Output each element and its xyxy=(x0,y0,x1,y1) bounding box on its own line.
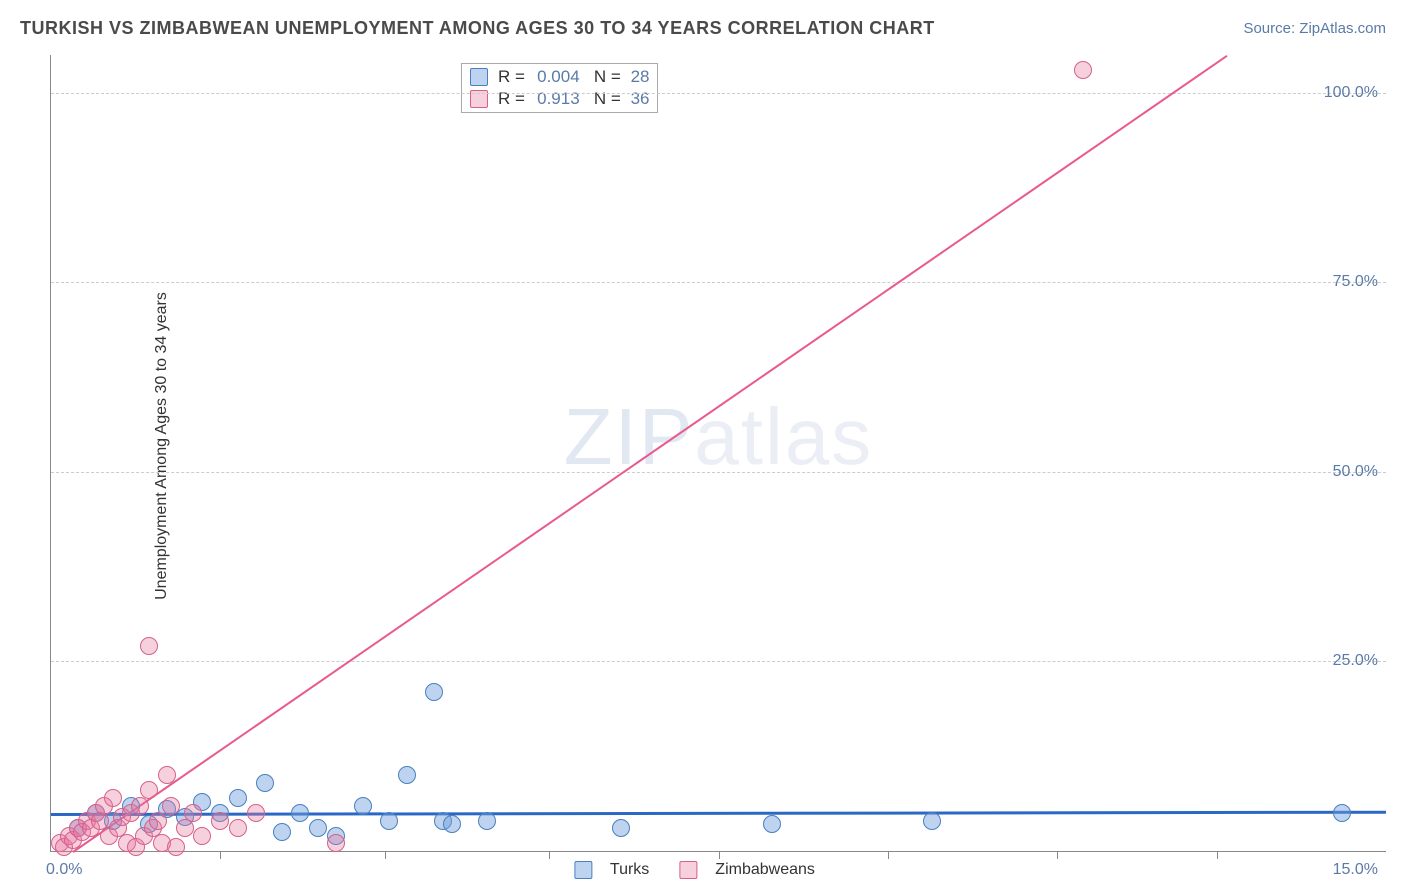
turks-point xyxy=(273,823,291,841)
legend-item-zimbabweans: Zimbabweans xyxy=(679,861,815,879)
x-axis-min-label: 0.0% xyxy=(46,861,82,879)
grid-line xyxy=(51,661,1386,662)
grid-line xyxy=(51,472,1386,473)
x-tick-mark xyxy=(719,851,720,859)
legend-label: Zimbabweans xyxy=(715,861,815,879)
zimbabweans-point xyxy=(167,838,185,856)
source-label: Source: ZipAtlas.com xyxy=(1243,20,1386,37)
x-tick-mark xyxy=(1057,851,1058,859)
zimbabweans-point xyxy=(140,781,158,799)
zimbabweans-point xyxy=(184,804,202,822)
zimbabweans-regression-line xyxy=(72,55,1227,853)
grid-line xyxy=(51,93,1386,94)
y-tick-label: 75.0% xyxy=(1333,273,1378,291)
x-tick-mark xyxy=(385,851,386,859)
zimbabweans-point xyxy=(104,789,122,807)
x-tick-mark xyxy=(549,851,550,859)
chart-title: TURKISH VS ZIMBABWEAN UNEMPLOYMENT AMONG… xyxy=(20,18,935,39)
x-tick-mark xyxy=(1217,851,1218,859)
zimbabweans-point xyxy=(158,766,176,784)
turks-point xyxy=(229,789,247,807)
turks-point xyxy=(398,766,416,784)
turks-point xyxy=(1333,804,1351,822)
legend-label: Turks xyxy=(610,861,649,879)
stats-row-turks: R = 0.004 N = 28 xyxy=(462,66,657,88)
y-tick-label: 25.0% xyxy=(1333,652,1378,670)
zimbabweans-point xyxy=(149,812,167,830)
turks-point xyxy=(380,812,398,830)
zimbabweans-swatch-icon xyxy=(679,861,697,879)
turks-swatch-icon xyxy=(470,68,488,86)
y-tick-label: 100.0% xyxy=(1324,84,1378,102)
zimbabweans-point xyxy=(211,812,229,830)
x-tick-mark xyxy=(888,851,889,859)
turks-point xyxy=(425,683,443,701)
turks-point xyxy=(291,804,309,822)
stats-row-zimbabweans: R = 0.913 N = 36 xyxy=(462,88,657,110)
grid-line xyxy=(51,282,1386,283)
turks-point xyxy=(443,815,461,833)
x-axis-max-label: 15.0% xyxy=(1333,861,1378,879)
bottom-legend: Turks Zimbabweans xyxy=(574,861,815,879)
chart-header: TURKISH VS ZIMBABWEAN UNEMPLOYMENT AMONG… xyxy=(20,18,1386,39)
turks-point xyxy=(612,819,630,837)
zimbabweans-point xyxy=(193,827,211,845)
stats-legend-box: R = 0.004 N = 28 R = 0.913 N = 36 xyxy=(461,63,658,113)
turks-point xyxy=(478,812,496,830)
legend-item-turks: Turks xyxy=(574,861,649,879)
turks-point xyxy=(923,812,941,830)
chart-plot-area: ZIPatlas 0.0% 15.0% R = 0.004 N = 28 R =… xyxy=(50,55,1386,852)
zimbabweans-point xyxy=(247,804,265,822)
zimbabweans-point xyxy=(162,797,180,815)
zimbabweans-point xyxy=(1074,61,1092,79)
zimbabweans-point xyxy=(229,819,247,837)
turks-point xyxy=(763,815,781,833)
zimbabweans-point xyxy=(140,637,158,655)
turks-point xyxy=(256,774,274,792)
turks-point xyxy=(309,819,327,837)
turks-point xyxy=(354,797,372,815)
zimbabweans-point xyxy=(327,834,345,852)
x-tick-mark xyxy=(220,851,221,859)
y-tick-label: 50.0% xyxy=(1333,463,1378,481)
turks-swatch-icon xyxy=(574,861,592,879)
